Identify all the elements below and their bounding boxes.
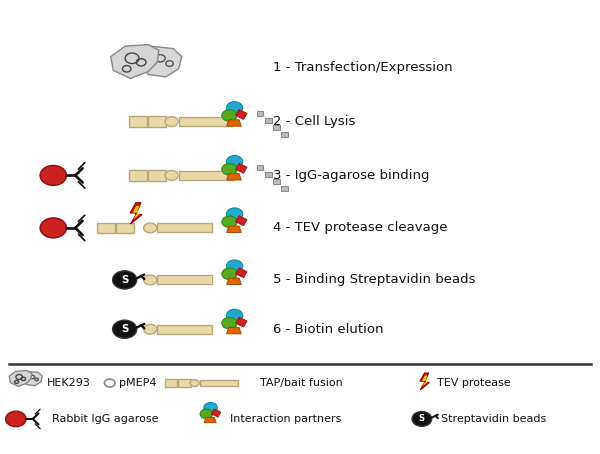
FancyBboxPatch shape (157, 223, 212, 232)
FancyBboxPatch shape (165, 379, 177, 387)
FancyBboxPatch shape (200, 380, 238, 386)
Polygon shape (236, 317, 247, 327)
Text: S: S (419, 415, 425, 424)
Circle shape (226, 309, 243, 321)
Circle shape (412, 411, 431, 426)
Circle shape (143, 324, 157, 334)
Circle shape (143, 223, 157, 233)
Polygon shape (227, 120, 241, 126)
Circle shape (200, 409, 212, 419)
Text: 2 - Cell Lysis: 2 - Cell Lysis (273, 115, 356, 128)
FancyBboxPatch shape (257, 111, 263, 116)
FancyBboxPatch shape (281, 186, 288, 191)
Polygon shape (236, 109, 247, 119)
FancyBboxPatch shape (273, 179, 280, 184)
Text: 4 - TEV protease cleavage: 4 - TEV protease cleavage (273, 222, 448, 234)
FancyBboxPatch shape (281, 132, 288, 137)
FancyBboxPatch shape (179, 117, 233, 126)
Circle shape (222, 268, 237, 280)
Polygon shape (110, 44, 159, 79)
FancyBboxPatch shape (148, 116, 166, 127)
Circle shape (165, 171, 178, 180)
Text: Streptavidin beads: Streptavidin beads (442, 414, 547, 424)
FancyBboxPatch shape (179, 171, 233, 180)
FancyBboxPatch shape (257, 165, 263, 170)
Polygon shape (23, 371, 43, 385)
Circle shape (190, 380, 199, 386)
FancyBboxPatch shape (265, 172, 272, 177)
Polygon shape (211, 409, 221, 417)
Text: 3 - IgG-agarose binding: 3 - IgG-agarose binding (273, 169, 430, 182)
Circle shape (226, 102, 243, 114)
Circle shape (226, 208, 243, 220)
Circle shape (40, 166, 67, 185)
Polygon shape (227, 327, 241, 334)
Text: Interaction partners: Interaction partners (230, 414, 342, 424)
FancyBboxPatch shape (157, 276, 212, 284)
Text: 6 - Biotin elution: 6 - Biotin elution (273, 323, 384, 336)
Polygon shape (420, 373, 430, 390)
Text: HEK293: HEK293 (47, 378, 91, 388)
Polygon shape (133, 206, 140, 219)
FancyBboxPatch shape (148, 170, 166, 181)
FancyBboxPatch shape (129, 116, 146, 127)
Polygon shape (227, 226, 241, 232)
FancyBboxPatch shape (116, 222, 134, 233)
Polygon shape (141, 46, 182, 77)
Text: S: S (121, 275, 128, 285)
Polygon shape (236, 268, 247, 278)
Polygon shape (204, 417, 216, 423)
Text: 1 - Transfection/Expression: 1 - Transfection/Expression (273, 61, 453, 74)
Circle shape (143, 275, 157, 285)
Circle shape (204, 403, 217, 413)
Polygon shape (236, 163, 247, 173)
Circle shape (222, 216, 237, 227)
Circle shape (40, 218, 67, 238)
Polygon shape (236, 216, 247, 226)
Polygon shape (422, 375, 428, 386)
Circle shape (113, 271, 137, 289)
Text: pMEP4: pMEP4 (119, 378, 157, 388)
Text: TAP/bait fusion: TAP/bait fusion (260, 378, 343, 388)
FancyBboxPatch shape (129, 170, 146, 181)
Polygon shape (227, 173, 241, 180)
Polygon shape (227, 278, 241, 285)
Polygon shape (130, 203, 142, 224)
Polygon shape (9, 370, 32, 386)
Circle shape (222, 317, 237, 329)
Text: 5 - Binding Streptavidin beads: 5 - Binding Streptavidin beads (273, 273, 476, 286)
Text: S: S (121, 324, 128, 334)
Circle shape (226, 155, 243, 168)
FancyBboxPatch shape (178, 379, 191, 387)
FancyBboxPatch shape (157, 325, 212, 334)
Text: TEV protease: TEV protease (437, 378, 511, 388)
FancyBboxPatch shape (265, 118, 272, 123)
Circle shape (222, 163, 237, 175)
Circle shape (6, 411, 26, 427)
Circle shape (222, 110, 237, 121)
FancyBboxPatch shape (273, 125, 280, 130)
FancyBboxPatch shape (97, 222, 115, 233)
Circle shape (165, 117, 178, 127)
Circle shape (113, 320, 137, 338)
Text: Rabbit IgG agarose: Rabbit IgG agarose (52, 414, 158, 424)
Circle shape (226, 260, 243, 272)
